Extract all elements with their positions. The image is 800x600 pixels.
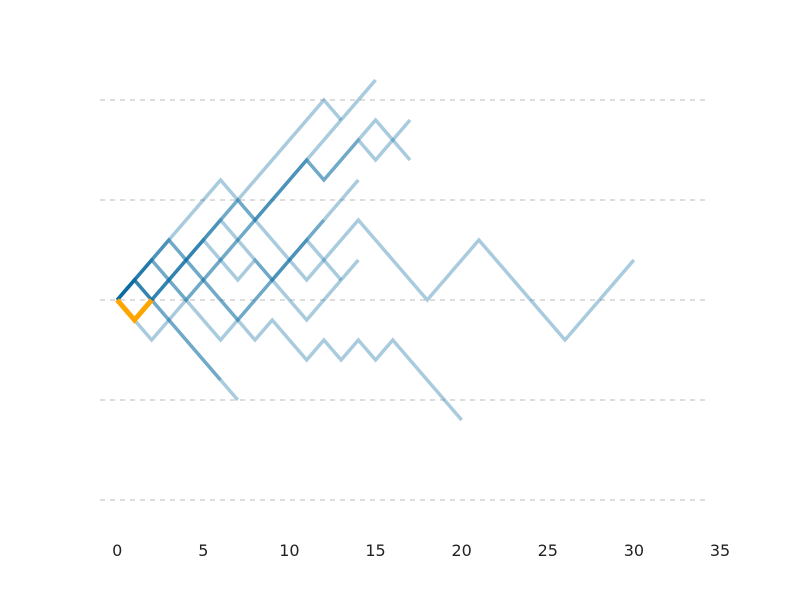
- walk-line: [115, 118, 412, 323]
- walk-line: [115, 217, 636, 343]
- x-tick-label: 30: [624, 541, 644, 560]
- walk-line: [115, 277, 240, 402]
- x-tick-label: 35: [710, 541, 730, 560]
- walk-line: [115, 117, 412, 302]
- walk-line: [115, 298, 222, 382]
- x-tick-label: 0: [112, 541, 122, 560]
- x-tick-label: 15: [365, 541, 385, 560]
- x-tick-label: 20: [451, 541, 471, 560]
- walk-line: [115, 298, 154, 324]
- walk-line: [115, 97, 343, 302]
- walk-line: [115, 177, 343, 302]
- walk-line: [115, 277, 463, 422]
- x-tick-label: 5: [198, 541, 208, 560]
- walk-line: [115, 237, 360, 323]
- x-tick-label: 25: [538, 541, 558, 560]
- walk-line: [115, 78, 377, 303]
- walk-line: [115, 178, 360, 343]
- x-tick-label: 10: [279, 541, 299, 560]
- walk-line: [115, 218, 326, 323]
